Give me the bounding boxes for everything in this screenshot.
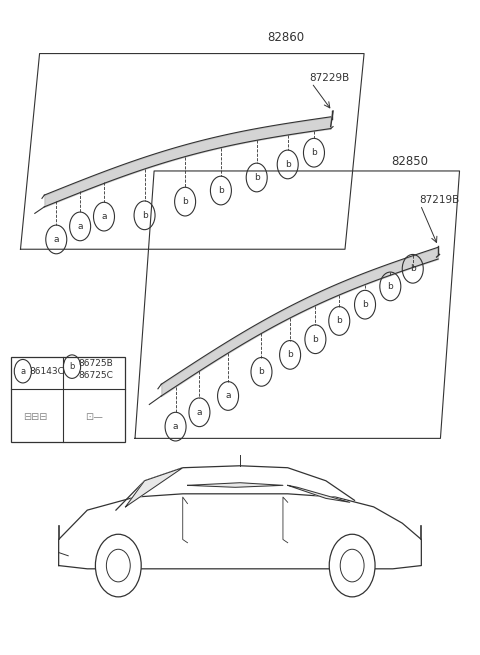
Text: 87229B: 87229B: [309, 73, 349, 83]
Text: 87219B: 87219B: [419, 195, 459, 205]
Text: 86143C: 86143C: [29, 367, 64, 376]
Text: a: a: [173, 422, 179, 431]
Text: 82860: 82860: [267, 31, 304, 44]
Text: b: b: [336, 316, 342, 326]
Circle shape: [96, 534, 141, 597]
Text: a: a: [77, 222, 83, 231]
Polygon shape: [288, 485, 350, 502]
Text: b: b: [142, 211, 147, 220]
Text: 82850: 82850: [391, 155, 428, 168]
Text: b: b: [410, 265, 416, 273]
Text: b: b: [362, 300, 368, 309]
Polygon shape: [125, 468, 183, 507]
Text: b: b: [69, 362, 75, 371]
Text: b: b: [218, 186, 224, 195]
Polygon shape: [188, 483, 283, 487]
Text: b: b: [387, 282, 393, 291]
Text: b: b: [285, 160, 290, 169]
Text: a: a: [53, 235, 59, 244]
Text: a: a: [225, 392, 231, 400]
Text: b: b: [287, 350, 293, 360]
Text: b: b: [311, 148, 317, 157]
Circle shape: [329, 534, 375, 597]
Text: b: b: [259, 367, 264, 377]
Text: 86725C: 86725C: [79, 371, 114, 380]
Text: a: a: [101, 212, 107, 221]
Text: b: b: [254, 173, 260, 182]
Bar: [11, 357, 125, 441]
Text: b: b: [312, 335, 318, 344]
Text: a: a: [197, 408, 202, 417]
Text: 86725B: 86725B: [79, 359, 113, 368]
Text: a: a: [20, 367, 25, 376]
Text: ⊡—: ⊡—: [85, 412, 103, 422]
Text: b: b: [182, 197, 188, 206]
Text: ⊟⊟⊟: ⊟⊟⊟: [24, 412, 48, 422]
Polygon shape: [59, 494, 421, 569]
